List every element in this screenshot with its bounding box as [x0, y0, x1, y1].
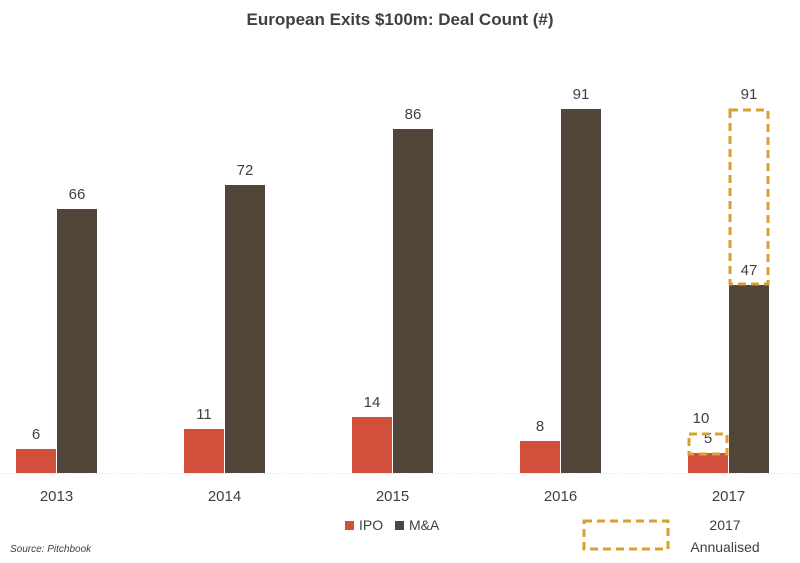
data-label-ma-2014: 72	[237, 162, 254, 179]
bar-ma-2017	[729, 285, 769, 473]
bar-ipo-2013	[16, 449, 56, 473]
legend-label-ipo: IPO	[359, 517, 383, 533]
chart-title: European Exits $100m: Deal Count (#)	[246, 10, 553, 29]
x-tick-2017: 2017	[712, 488, 745, 505]
bar-ma-2013	[57, 209, 97, 473]
x-tick-2015: 2015	[376, 488, 409, 505]
data-label-ma-2015: 86	[405, 106, 422, 123]
data-label-ipo-2016: 8	[536, 418, 544, 435]
x-tick-2014: 2014	[208, 488, 241, 505]
source-note: Source: Pitchbook	[10, 544, 92, 555]
annualised-box-ipo-2017	[687, 432, 729, 456]
x-tick-2013: 2013	[40, 488, 73, 505]
data-label-ma-2017: 47	[741, 262, 758, 279]
legend-swatch-ma	[395, 521, 404, 530]
legend-label-ma: M&A	[409, 517, 440, 533]
legend-swatch-annualised	[582, 519, 670, 551]
data-label-ipo-2015: 14	[364, 394, 381, 411]
bar-ipo-2017	[688, 453, 728, 473]
data-label-ma-2013: 66	[69, 186, 86, 203]
x-tick-2016: 2016	[544, 488, 577, 505]
bar-ma-2014	[225, 185, 265, 473]
bar-ipo-2014	[184, 429, 224, 473]
legend-swatch-ipo	[345, 521, 354, 530]
bar-ma-2015	[393, 129, 433, 473]
data-label-ipo-2017: 5	[704, 430, 712, 447]
data-label-ipo-2013: 6	[32, 426, 40, 443]
bar-ma-2016	[561, 109, 601, 473]
data-label-ipo-2014: 11	[196, 406, 212, 423]
annualised-label-ipo-2017: 10	[693, 410, 710, 427]
legend-label-annualised-line1: 2017	[709, 517, 740, 533]
annualised-label-ma-2017: 91	[741, 86, 758, 103]
data-label-ma-2016: 91	[573, 86, 590, 103]
annualised-box-ma-2017	[728, 108, 770, 286]
legend-label-annualised-line2: Annualised	[690, 539, 759, 555]
bar-ipo-2016	[520, 441, 560, 473]
bar-ipo-2015	[352, 417, 392, 473]
